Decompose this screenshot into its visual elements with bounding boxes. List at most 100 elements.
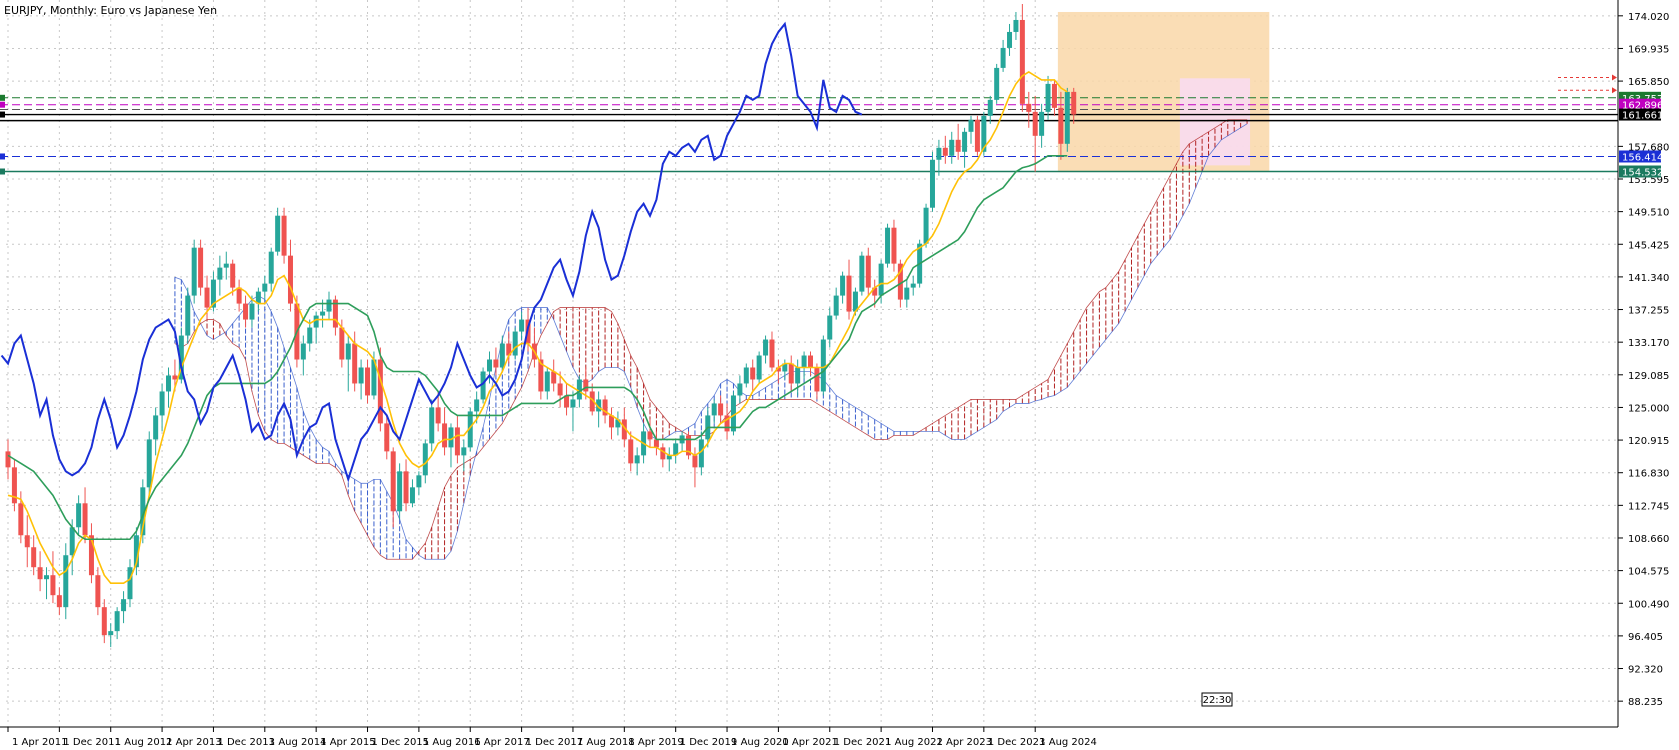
x-tick-label: 1 Apr 2015 [320,737,375,748]
candle [390,447,396,528]
candle-body [506,343,512,356]
candle-body [737,383,743,396]
candle [178,327,184,384]
candle [24,515,30,568]
candle [827,307,833,348]
candle [660,443,666,468]
price-badge-box [1619,98,1661,111]
candle [454,415,460,464]
candle [487,351,492,384]
candle-body [698,439,704,468]
candle [76,495,82,536]
candle-body [159,391,165,416]
candle [519,311,525,340]
candle-body [223,263,229,268]
candle-body [454,427,460,456]
candle [50,551,56,604]
candle-body [204,287,210,308]
candle-body [320,311,326,316]
candle [698,431,704,476]
candle-body [1026,103,1032,112]
y-tick-label: 157.680 [1628,142,1669,153]
candle [223,251,229,280]
candle [820,335,826,396]
candle [1013,11,1019,40]
candle-body [63,555,69,608]
candle-body [814,367,820,392]
candle [101,599,107,644]
candle-body [300,343,306,360]
candle-body [422,443,428,476]
candle-body [756,355,762,380]
candle [962,127,968,168]
price-badge-marker-left [0,153,5,160]
x-tick-label: 1 Aug 2016 [423,737,481,748]
candle [942,135,948,164]
candle-body [763,339,769,356]
y-tick-label: 153.595 [1628,175,1669,186]
candle-body [897,263,903,300]
y-tick-label: 112.745 [1628,501,1669,512]
candle-body [743,367,749,384]
candle [544,367,550,400]
candle [166,367,171,408]
candle [673,439,679,464]
candle [686,431,692,460]
candle [788,355,794,392]
candle-body [589,391,595,412]
candle [551,359,557,392]
candle [44,567,50,600]
y-tick-label: 174.020 [1628,12,1669,23]
candle-body [1045,83,1051,112]
candle [750,359,756,392]
candle-body [24,535,30,548]
candle [570,391,576,432]
candle [268,247,274,292]
candle-body [31,547,37,568]
candle-body [178,335,184,380]
candle-body [795,367,801,384]
candle [82,487,88,544]
candle-body [281,215,287,256]
candle [1071,87,1077,124]
candle-body [730,395,736,432]
candle-body [865,255,871,288]
candle [1045,75,1051,120]
candle-body [416,475,422,488]
price-badge: 161.661 [0,108,1663,122]
candle [801,351,807,380]
candle-body [268,251,274,284]
candle [974,115,980,156]
x-tick-label: 1 Dec 2011 [63,737,121,748]
candle [602,395,608,424]
candle [692,447,698,488]
x-tick-label: 1 Aug 2012 [115,737,173,748]
candle-body [352,343,358,384]
candle-body [974,119,980,152]
candle [512,327,518,360]
candle [743,363,749,388]
y-tick-label: 125.000 [1628,403,1669,414]
candle-body [1051,83,1057,108]
price-axis: 174.020 169.935 165.850 157.680 153.595 149.5… [1618,12,1669,708]
candle [910,275,916,296]
candle [140,479,146,544]
candle [833,287,839,320]
candle-body [332,299,338,328]
candle [69,519,75,576]
candle-body [287,255,293,304]
candle-body [397,471,403,512]
candle [275,207,281,256]
candle-body [583,379,589,392]
candle-body [255,291,261,304]
candle [968,115,974,144]
candle-body [339,327,345,360]
candle [840,271,846,304]
candle [56,587,62,616]
candle [358,359,364,400]
candle [949,131,955,164]
candle [904,279,910,308]
candle-body [840,275,846,296]
